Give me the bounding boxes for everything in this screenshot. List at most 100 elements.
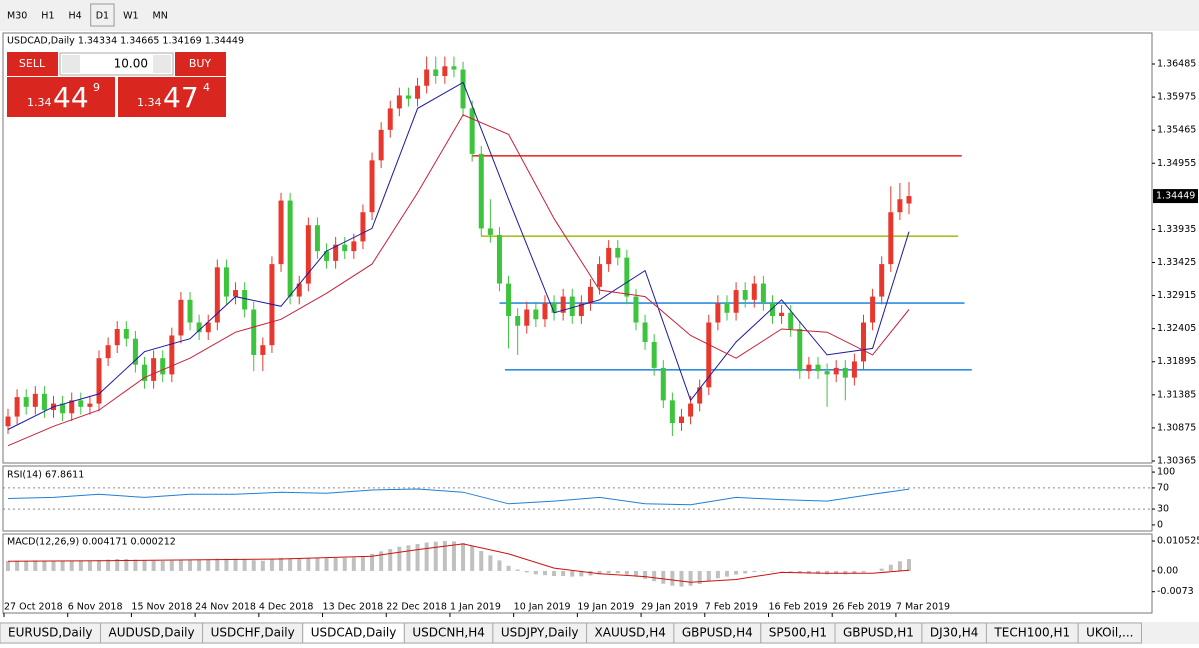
macd-bar <box>206 560 210 571</box>
candle-body <box>570 297 575 316</box>
candle-body <box>397 95 402 108</box>
timeframe-button[interactable]: MN <box>153 11 168 22</box>
candle-body <box>279 201 284 265</box>
macd-bar <box>616 571 620 573</box>
timeframe-button[interactable]: H1 <box>41 11 54 22</box>
volume-down[interactable] <box>62 55 80 73</box>
candle-body <box>351 241 356 251</box>
candle-body <box>806 365 811 371</box>
timeframe-button[interactable]: D1 <box>96 11 109 22</box>
x-tick-label: 4 Dec 2018 <box>259 602 314 613</box>
buy-label[interactable]: BUY <box>189 57 212 70</box>
x-tick-label: 7 Feb 2019 <box>705 602 758 613</box>
macd-bar <box>152 561 156 571</box>
candle-body <box>852 361 857 377</box>
macd-bar <box>734 571 738 575</box>
macd-bar <box>243 559 247 571</box>
x-tick-label: 6 Nov 2018 <box>68 602 123 613</box>
macd-bar <box>525 571 529 572</box>
macd-bar <box>279 558 283 571</box>
timeframe-button[interactable]: M30 <box>7 11 27 22</box>
tab-label[interactable]: XAUUSD,H4 <box>595 626 666 640</box>
macd-bar <box>106 560 110 571</box>
tab-label[interactable]: AUDUSD,Daily <box>109 626 195 640</box>
candle-body <box>178 300 183 336</box>
candle-body <box>415 86 420 99</box>
macd-bar <box>625 571 629 575</box>
tab-label[interactable]: SP500,H1 <box>769 626 827 640</box>
tab-label[interactable]: USDCAD,Daily <box>311 626 397 640</box>
candle-body <box>15 397 20 416</box>
rsi-title: RSI(14) 67.8611 <box>7 470 84 481</box>
macd-bar <box>461 543 465 571</box>
candle-body <box>879 264 884 296</box>
candle-body <box>870 297 875 323</box>
macd-bar <box>470 546 474 571</box>
candle-body <box>169 335 174 374</box>
y-tick-label: 1.36485 <box>1157 59 1196 70</box>
macd-bar <box>679 571 683 587</box>
macd-bar <box>534 571 538 574</box>
volume[interactable]: 10.00 <box>114 57 148 71</box>
y-tick-label: -0.0073 <box>1157 586 1194 597</box>
tab-label[interactable]: UKOil,... <box>1086 626 1133 640</box>
macd-bar <box>343 558 347 571</box>
volume-up[interactable] <box>153 55 171 73</box>
candle-body <box>779 313 784 316</box>
macd-bar <box>479 551 483 571</box>
tab-label[interactable]: USDCHF,Daily <box>211 626 295 640</box>
candle-body <box>497 235 502 284</box>
y-tick-label: 1.33425 <box>1157 257 1196 268</box>
y-tick-label: 0.010525 <box>1157 536 1199 547</box>
tab-label[interactable]: DJ30,H4 <box>930 626 979 640</box>
tab-label[interactable]: GBPUSD,H1 <box>843 626 914 640</box>
macd-bar <box>24 561 28 571</box>
timeframe-button[interactable]: H4 <box>69 11 82 22</box>
macd-bar <box>33 560 37 571</box>
candle-body <box>743 290 748 300</box>
macd-bar <box>497 560 501 571</box>
tab-label[interactable]: USDJPY,Daily <box>501 626 579 640</box>
macd-bar <box>61 561 65 571</box>
candle-body <box>6 417 11 427</box>
candle-body <box>606 248 611 264</box>
ask-prefix: 1.34 <box>137 96 162 109</box>
candle-body <box>451 66 456 69</box>
candle-body <box>834 368 839 374</box>
x-tick-label: 7 Mar 2019 <box>896 602 950 613</box>
bid-big: 44 <box>53 81 89 114</box>
macd-bar <box>761 571 765 572</box>
macd-bar <box>507 566 511 571</box>
macd-bar <box>42 561 46 571</box>
macd-bar <box>224 559 228 571</box>
y-tick-label: 1.31895 <box>1157 356 1196 367</box>
candle-body <box>688 404 693 417</box>
macd-bar <box>861 571 865 572</box>
candle-body <box>715 303 720 322</box>
candle-body <box>588 287 593 303</box>
candle-body <box>470 108 475 153</box>
sell-label[interactable]: SELL <box>19 57 46 70</box>
macd-bar <box>388 549 392 571</box>
candle-body <box>825 371 830 374</box>
candle-body <box>87 404 92 407</box>
bid-sup: 9 <box>93 81 100 94</box>
tab-label[interactable]: EURUSD,Daily <box>8 626 93 640</box>
candle-body <box>406 95 411 98</box>
candle-body <box>624 258 629 297</box>
macd-bar <box>652 571 656 581</box>
candle-body <box>679 417 684 423</box>
candle-body <box>506 284 511 316</box>
candle-body <box>260 345 265 355</box>
tab-label[interactable]: USDCNH,H4 <box>412 626 485 640</box>
candle-body <box>115 329 120 345</box>
macd-bar <box>770 571 774 572</box>
macd-bar <box>179 560 183 571</box>
timeframe-button[interactable]: W1 <box>123 11 138 22</box>
tab-label[interactable]: TECH100,H1 <box>993 626 1070 640</box>
macd-bar <box>570 571 574 577</box>
tab-label[interactable]: GBPUSD,H4 <box>682 626 753 640</box>
macd-bar <box>197 560 201 571</box>
y-tick-label: 30 <box>1157 504 1169 515</box>
